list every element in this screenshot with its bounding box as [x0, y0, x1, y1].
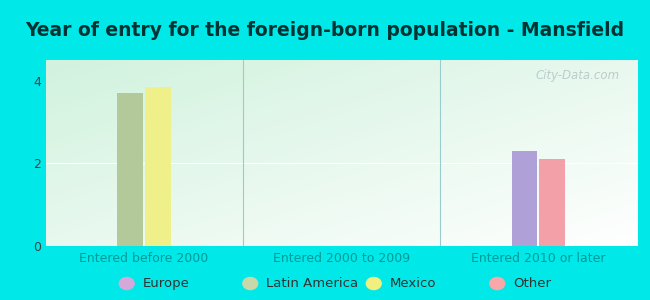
Bar [118, 93, 143, 246]
Text: Latin America: Latin America [266, 277, 359, 290]
Text: Year of entry for the foreign-born population - Mansfield: Year of entry for the foreign-born popul… [25, 21, 625, 40]
Bar [512, 151, 538, 246]
Text: Mexico: Mexico [390, 277, 437, 290]
Bar [540, 159, 565, 246]
Text: City-Data.com: City-Data.com [535, 69, 619, 82]
Bar [145, 87, 171, 246]
Text: Other: Other [514, 277, 551, 290]
Text: Europe: Europe [143, 277, 190, 290]
